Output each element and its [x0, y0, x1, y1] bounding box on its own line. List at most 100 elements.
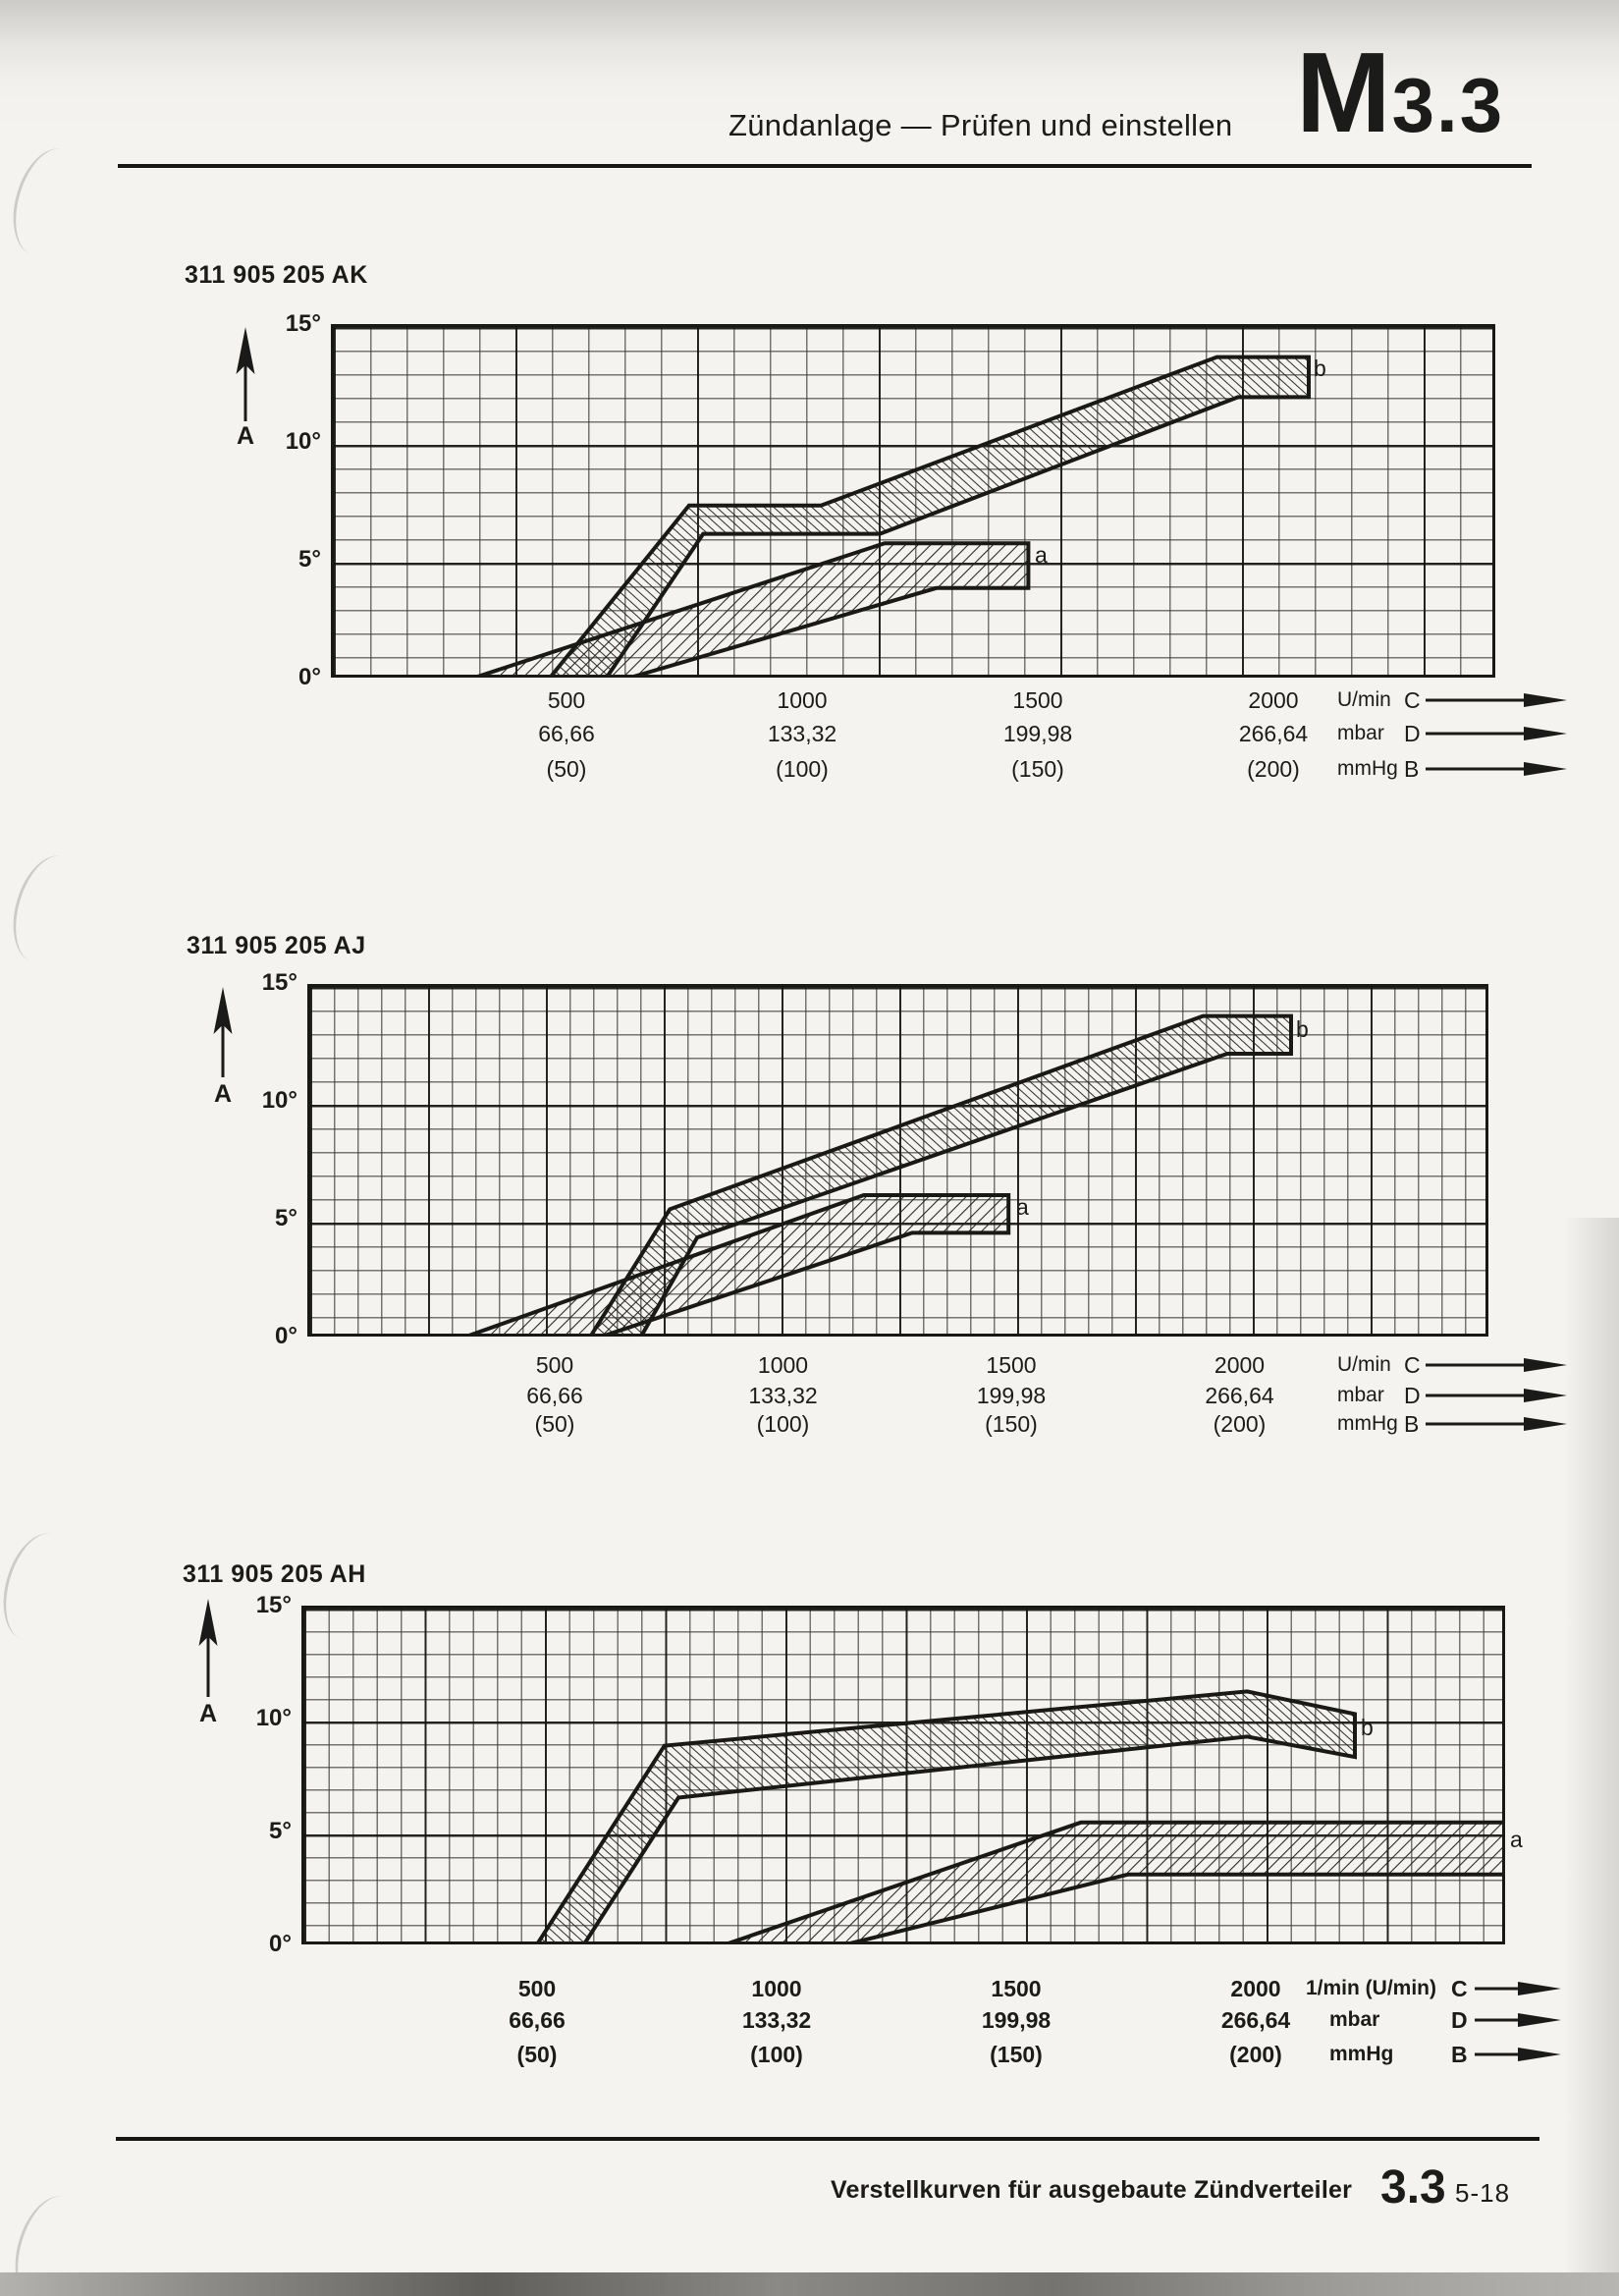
plot-grid	[331, 324, 1495, 678]
x-unit-label: mmHg	[1337, 1412, 1398, 1435]
direction-label: B	[1451, 2042, 1468, 2067]
scan-noise-top	[0, 0, 1619, 128]
x-tick-label: 133,32	[767, 721, 837, 746]
x-tick-label: 266,64	[1205, 1383, 1274, 1408]
x-tick-label: (100)	[776, 756, 829, 782]
x-tick-label: 1000	[757, 1352, 809, 1378]
y-axis-arrow-icon	[193, 1599, 223, 1697]
direction-arrow-icon	[1426, 1387, 1569, 1404]
x-tick-label: (50)	[516, 2042, 558, 2067]
chart-title: 311 905 205 AH	[183, 1560, 366, 1588]
advance-bands-plot	[473, 355, 1311, 678]
x-tick-label: 500	[517, 1976, 557, 2001]
y-tick-label: 5°	[275, 1205, 297, 1231]
band-a	[465, 1193, 1011, 1337]
y-tick-label: 0°	[275, 1323, 297, 1349]
direction-arrow-icon	[1475, 2011, 1563, 2029]
y-axis-arrow-label: A	[213, 1080, 233, 1108]
direction-label: D	[1404, 1383, 1421, 1408]
x-tick-label: (150)	[990, 2042, 1043, 2067]
y-tick-label: 10°	[285, 428, 321, 455]
x-tick-label: 133,32	[748, 1383, 818, 1408]
chart-title: 311 905 205 AJ	[187, 932, 366, 959]
advance-bands-plot	[465, 1013, 1293, 1337]
x-tick-label: 500	[547, 687, 586, 713]
x-unit-label: mbar	[1337, 722, 1384, 744]
x-tick-label: 133,32	[741, 2007, 812, 2033]
direction-arrow-icon	[1426, 1415, 1569, 1433]
x-unit-label: mmHg	[1329, 2043, 1394, 2065]
page-title: Zündanlage — Prüfen und einstellen	[729, 108, 1233, 142]
x-tick-label: 66,66	[509, 2007, 566, 2033]
footer-section-number: 3.3	[1380, 2161, 1446, 2214]
header-rule	[118, 164, 1532, 168]
scan-shade-right	[1564, 1218, 1619, 2272]
direction-label: D	[1451, 2007, 1468, 2033]
band-a	[725, 1820, 1505, 1944]
direction-arrow-icon	[1475, 1980, 1563, 1997]
x-tick-label: 1000	[777, 687, 828, 713]
direction-arrow-icon	[1475, 2046, 1563, 2063]
x-unit-label: mbar	[1337, 1384, 1384, 1406]
band-label-b: b	[1361, 1715, 1374, 1740]
chart-title: 311 905 205 AK	[185, 261, 368, 289]
section-code: M 3.3	[1296, 35, 1504, 149]
direction-label: B	[1404, 1411, 1420, 1437]
x-unit-label: U/min	[1337, 1353, 1391, 1376]
footer-page-number: 5-18	[1455, 2178, 1511, 2208]
footer-rule	[116, 2137, 1539, 2141]
y-tick-label: 15°	[255, 1592, 292, 1618]
x-tick-label: 199,98	[1002, 721, 1073, 746]
x-tick-label: 199,98	[976, 1383, 1047, 1408]
direction-arrow-icon	[1426, 691, 1569, 709]
x-tick-label: (150)	[985, 1411, 1038, 1437]
band-label-b: b	[1296, 1016, 1309, 1042]
y-tick-label: 15°	[261, 969, 297, 996]
x-unit-label: 1/min (U/min)	[1306, 1977, 1437, 1999]
page-curl-mark	[1, 140, 94, 264]
band-b	[587, 1013, 1293, 1337]
band-label-a: a	[1035, 542, 1048, 568]
direction-arrow-icon	[1426, 760, 1569, 778]
y-tick-label: 5°	[269, 1818, 292, 1844]
x-tick-label: 266,64	[1238, 721, 1309, 746]
section-code-letter: M	[1296, 28, 1391, 156]
band-label-a: a	[1510, 1827, 1523, 1852]
band-b	[534, 1689, 1357, 1944]
direction-label: C	[1404, 1352, 1421, 1378]
plot-grid	[307, 984, 1488, 1337]
x-tick-label: 1500	[986, 1352, 1037, 1378]
y-tick-label: 0°	[298, 664, 321, 690]
x-tick-label: (50)	[534, 1411, 575, 1437]
y-axis-arrow-label: A	[236, 422, 255, 450]
scan-shadow-bottom	[0, 2272, 1619, 2296]
direction-arrow-icon	[1426, 1356, 1569, 1374]
x-tick-label: 1000	[751, 1976, 802, 2001]
direction-label: B	[1404, 756, 1420, 782]
x-tick-label: 266,64	[1220, 2007, 1291, 2033]
x-unit-label: mbar	[1329, 2008, 1380, 2031]
y-axis-arrow-icon	[208, 987, 238, 1077]
x-tick-label: (200)	[1229, 2042, 1282, 2067]
x-tick-label: 199,98	[981, 2007, 1052, 2033]
x-tick-label: 66,66	[526, 1383, 583, 1408]
page-curl-mark	[0, 1525, 84, 1649]
x-tick-label: 2000	[1248, 687, 1299, 713]
direction-label: D	[1404, 721, 1421, 746]
band-a	[473, 541, 1031, 678]
x-tick-label: 1500	[991, 1976, 1042, 2001]
plot-grid	[301, 1606, 1505, 1944]
x-unit-label: mmHg	[1337, 757, 1398, 780]
y-tick-label: 10°	[255, 1705, 292, 1731]
y-axis-arrow-icon	[231, 327, 260, 421]
x-tick-label: 500	[535, 1352, 574, 1378]
x-tick-label: 2000	[1214, 1352, 1266, 1378]
band-label-a: a	[1016, 1194, 1029, 1220]
x-tick-label: 2000	[1230, 1976, 1281, 2001]
direction-label: C	[1404, 687, 1421, 713]
y-tick-label: 15°	[285, 310, 321, 337]
